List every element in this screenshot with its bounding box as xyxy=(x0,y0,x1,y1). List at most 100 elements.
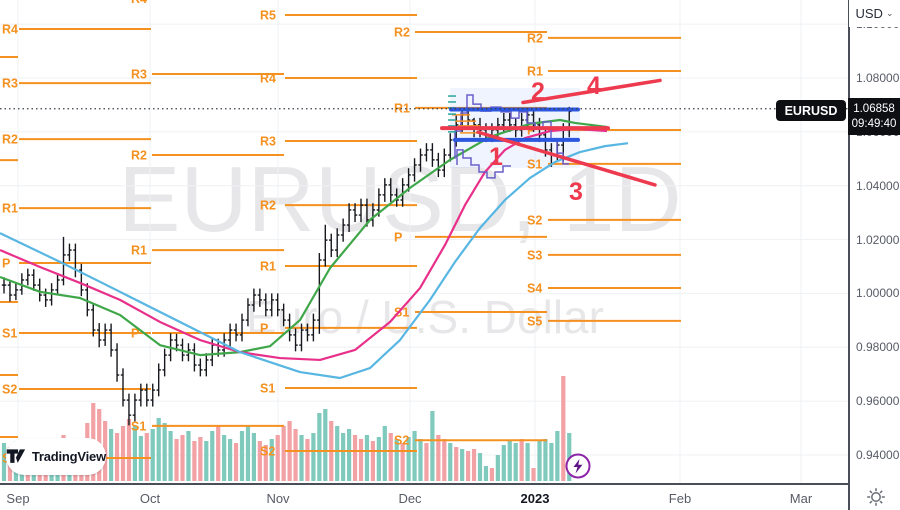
price-axis-label: 0.94000 xyxy=(856,447,900,462)
volume-bar xyxy=(358,439,364,481)
volume-bar xyxy=(436,435,441,481)
volume-bar xyxy=(222,435,227,481)
chevron-down-icon: ⌄ xyxy=(885,8,894,18)
volume-bar xyxy=(239,431,245,481)
volume-bar xyxy=(1,443,7,481)
symbol-price-tag: EURUSD xyxy=(776,100,846,121)
gear-icon xyxy=(867,487,885,506)
volume-bar xyxy=(471,449,477,481)
wave-label-1: 1 xyxy=(489,143,503,171)
volume-bar xyxy=(233,443,239,481)
tradingview-logo-icon xyxy=(6,449,26,463)
volume-bar xyxy=(156,418,161,481)
volume-bar xyxy=(466,451,471,481)
pivot-label-R3: R3 xyxy=(131,67,147,81)
pivot-label-S1: S1 xyxy=(260,381,275,395)
volume-bar xyxy=(525,443,530,481)
pivot-label-R1: R1 xyxy=(260,259,276,273)
volume-bar xyxy=(228,439,233,481)
price-axis[interactable]: 1.100001.080001.060001.040001.020001.000… xyxy=(848,0,900,483)
last-price-value: 1.06858 xyxy=(853,102,895,115)
pivot-label-R1: R1 xyxy=(131,244,147,258)
step-line-purple xyxy=(456,149,511,179)
wave-label-3: 3 xyxy=(569,178,583,206)
volume-bar xyxy=(335,426,340,481)
pivot-label-R1: R1 xyxy=(2,202,18,216)
volume-bar xyxy=(210,431,215,481)
volume-bar xyxy=(483,466,489,481)
tradingview-logo-text: TradingView xyxy=(31,449,106,464)
volume-bar xyxy=(251,433,256,481)
currency-selector[interactable]: USD ⌄ xyxy=(849,0,900,27)
volume-bar xyxy=(382,426,387,481)
pivot-label-R2: R2 xyxy=(394,25,410,39)
price-axis-label: 1.08000 xyxy=(856,71,900,85)
volume-bar xyxy=(162,423,167,481)
pivot-label-R4: R4 xyxy=(260,72,276,86)
volume-bar xyxy=(513,443,518,481)
volume-bar xyxy=(567,433,572,481)
volume-bar xyxy=(109,429,114,481)
down-trendline xyxy=(476,130,657,187)
volume-bar xyxy=(501,445,506,481)
quick-trade-button[interactable] xyxy=(564,452,592,480)
price-axis-label: 0.96000 xyxy=(856,394,900,409)
axis-settings-corner[interactable] xyxy=(848,483,900,510)
volume-bar xyxy=(507,441,512,481)
pivot-label-S2: S2 xyxy=(394,434,409,448)
time-axis[interactable]: Sep Oct Nov Dec 2023 Feb Mar xyxy=(0,483,900,510)
volume-bar xyxy=(370,441,375,481)
pivot-label-R1: R1 xyxy=(394,101,410,115)
volume-bar xyxy=(168,431,173,481)
price-axis-label: 0.98000 xyxy=(856,340,900,355)
last-price-flag: 1.06858 09:49:40 xyxy=(848,98,900,135)
pivot-label-R1: R1 xyxy=(527,64,543,78)
pivot-label-P: P xyxy=(527,123,535,137)
tradingview-logo-button[interactable]: TradingView xyxy=(6,438,106,475)
volume-bar xyxy=(477,453,483,481)
pivot-label-R2: R2 xyxy=(260,199,276,213)
volume-bar xyxy=(442,439,447,481)
pivot-label-S4: S4 xyxy=(527,282,542,296)
volume-bar xyxy=(198,437,203,481)
volume-bar xyxy=(126,419,132,481)
volume-bar xyxy=(245,425,251,481)
volume-bar xyxy=(305,439,310,481)
volume-bar xyxy=(192,441,197,481)
up-trendline xyxy=(521,78,662,105)
time-axis-label: Oct xyxy=(139,491,161,506)
time-axis-label: Dec xyxy=(398,491,422,506)
pivot-label-S2: S2 xyxy=(260,444,275,458)
volume-bar xyxy=(347,429,352,481)
symbol-tag-text: EURUSD xyxy=(784,103,838,118)
volume-bar xyxy=(364,435,370,481)
price-axis-label: 1.04000 xyxy=(856,178,900,193)
volume-bar xyxy=(269,439,274,481)
volume-bar xyxy=(543,439,548,481)
volume-bar xyxy=(317,413,322,481)
volume-bar xyxy=(293,429,298,481)
volume-bar xyxy=(216,426,221,481)
pivot-label-P: P xyxy=(394,230,402,244)
volume-bar xyxy=(448,443,453,481)
time-axis-label: Nov xyxy=(266,491,290,506)
lightning-bolt-icon xyxy=(565,453,591,479)
pivot-label-S3: S3 xyxy=(527,248,542,262)
countdown-timer: 09:49:40 xyxy=(851,117,897,130)
pivot-label-S1: S1 xyxy=(527,157,542,171)
pivot-label-S5: S5 xyxy=(527,314,542,328)
pivot-label-R4: R4 xyxy=(131,0,147,6)
time-axis-label: Feb xyxy=(668,491,692,506)
volume-bar xyxy=(531,468,536,481)
volume-bar xyxy=(180,435,185,481)
volume-bar xyxy=(555,431,560,481)
volume-bar xyxy=(388,433,393,481)
volume-bar xyxy=(352,435,358,481)
volume-bar xyxy=(311,433,316,481)
volume-bar xyxy=(174,439,179,481)
time-axis-label: Mar xyxy=(789,491,813,506)
pivot-label-S1: S1 xyxy=(131,419,146,433)
volume-bar xyxy=(430,411,435,481)
volume-bar xyxy=(263,445,268,481)
